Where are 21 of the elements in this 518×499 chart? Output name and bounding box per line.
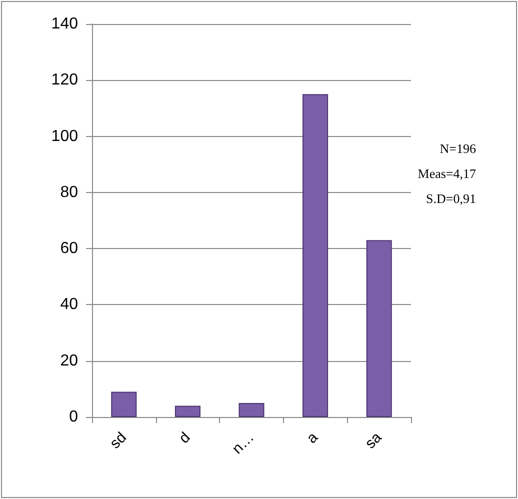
x-tick-label: n… bbox=[228, 428, 258, 458]
y-tick-label: 120 bbox=[51, 72, 78, 89]
bar bbox=[238, 402, 264, 417]
x-tick-label: sd bbox=[106, 428, 130, 452]
y-tick-label: 0 bbox=[69, 408, 78, 426]
y-tick-label: 20 bbox=[60, 352, 78, 370]
bar bbox=[366, 240, 392, 417]
bar bbox=[174, 406, 200, 417]
text: S.D=0,91 bbox=[426, 191, 476, 206]
x-tick-label: a bbox=[303, 428, 322, 447]
y-tick-label: 140 bbox=[51, 16, 78, 32]
y-tick-label: 80 bbox=[60, 184, 78, 201]
bar bbox=[111, 392, 137, 417]
y-tick-label: 60 bbox=[60, 240, 78, 258]
text: N=196 bbox=[440, 141, 476, 156]
text: Meas=4,17 bbox=[418, 166, 476, 181]
x-tick-label: d bbox=[176, 428, 194, 447]
y-tick-label: 100 bbox=[51, 128, 78, 145]
y-tick-label: 40 bbox=[60, 296, 78, 314]
bar bbox=[302, 94, 328, 417]
x-tick-label: sa bbox=[362, 428, 386, 452]
